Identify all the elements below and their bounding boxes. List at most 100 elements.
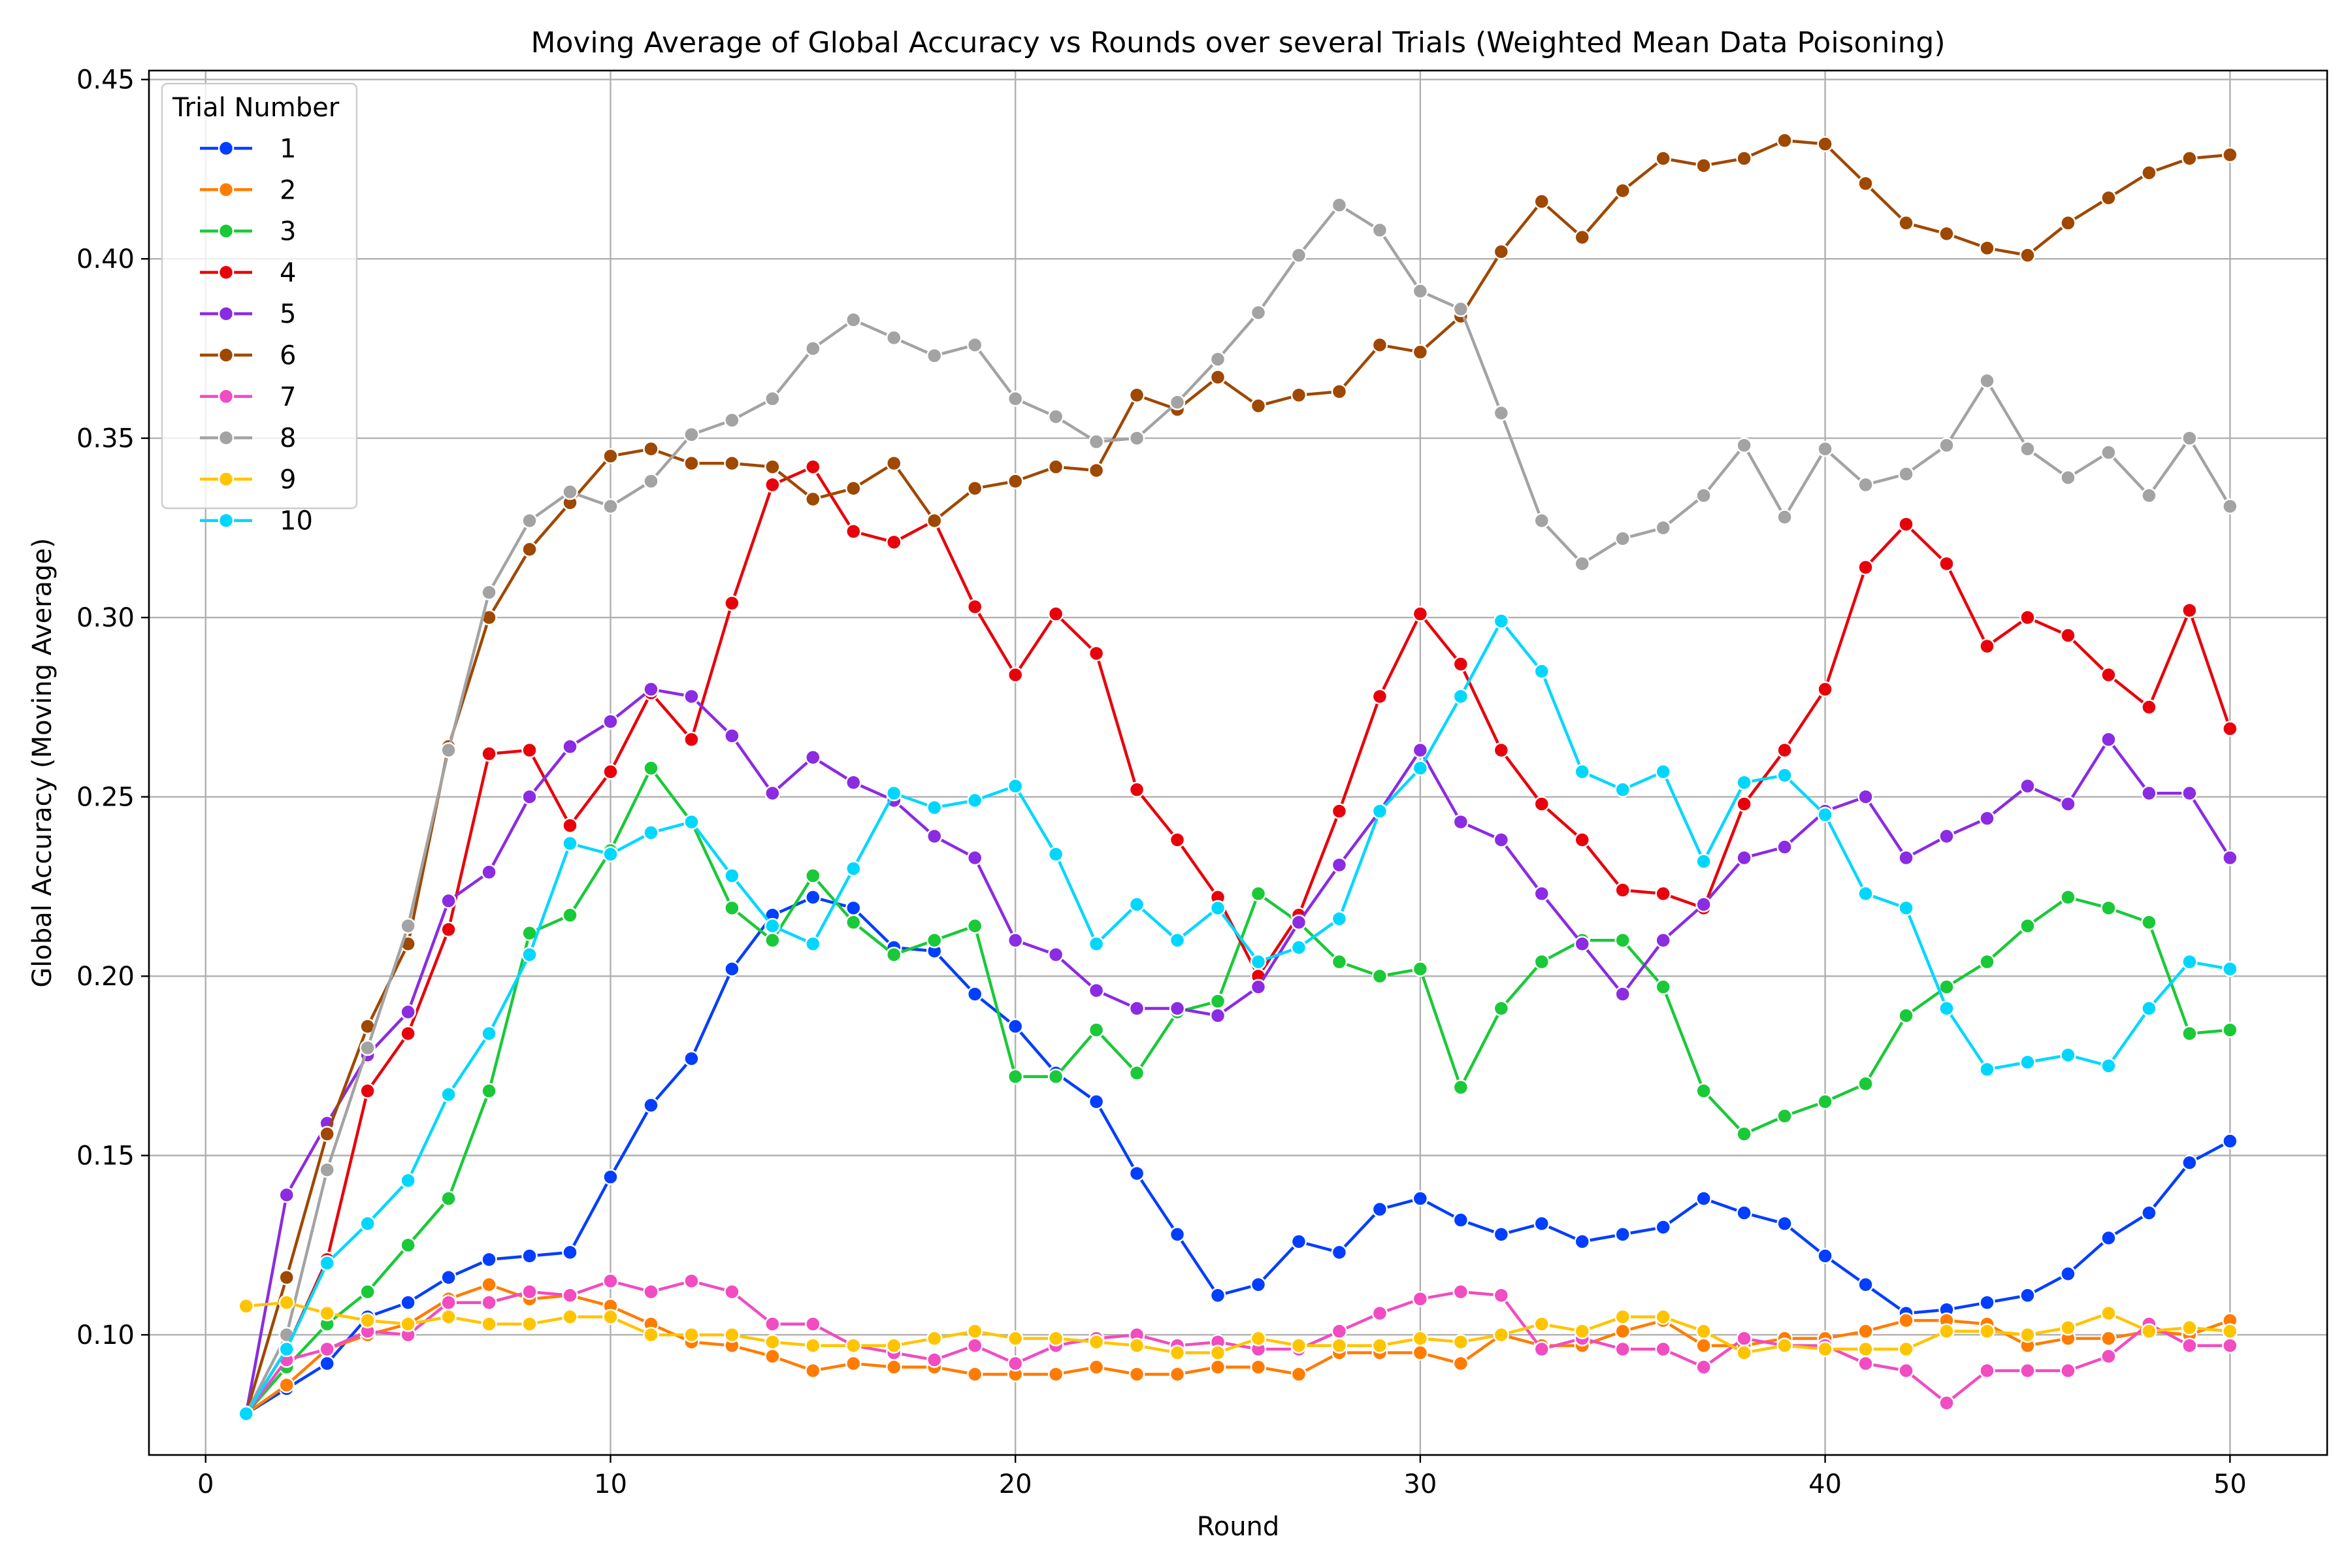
data-point <box>805 459 821 475</box>
legend-item-8: 8 <box>200 423 296 453</box>
data-point <box>1979 1294 1995 1311</box>
data-point <box>643 1326 659 1343</box>
data-point <box>2181 953 2198 970</box>
data-point <box>643 1283 659 1300</box>
data-point <box>1736 1330 1752 1347</box>
data-point <box>2060 889 2076 906</box>
data-point <box>2100 731 2117 748</box>
data-point <box>1250 953 1267 970</box>
data-point <box>683 455 700 472</box>
data-point <box>1290 1233 1307 1250</box>
legend-marker <box>218 223 235 239</box>
legend-item-2: 2 <box>200 175 296 205</box>
data-point <box>886 1337 902 1354</box>
data-point <box>683 731 700 748</box>
data-point <box>2060 627 2076 644</box>
data-point <box>845 914 862 931</box>
data-point <box>1736 1126 1752 1142</box>
data-point <box>1695 1190 1712 1207</box>
data-point <box>1331 857 1348 874</box>
data-point <box>602 713 619 730</box>
legend-label: 8 <box>280 423 296 453</box>
data-point <box>926 828 943 845</box>
data-point <box>1776 767 1793 783</box>
data-point <box>1371 803 1388 819</box>
y-axis-label: Global Accuracy (Moving Average) <box>27 538 57 987</box>
legend-marker <box>218 512 235 529</box>
data-point <box>1695 1323 1712 1339</box>
data-point <box>1047 846 1064 862</box>
data-point <box>1250 398 1267 414</box>
data-point <box>481 1276 497 1293</box>
data-point <box>1452 1079 1469 1096</box>
data-point <box>400 1004 416 1021</box>
data-point <box>1452 301 1469 318</box>
data-point <box>805 1337 821 1354</box>
data-point <box>319 1162 335 1178</box>
data-point <box>521 1283 538 1300</box>
data-point <box>1614 1323 1631 1339</box>
data-point <box>2100 1330 2117 1347</box>
data-point <box>319 1355 335 1372</box>
series-3 <box>238 760 2238 1422</box>
data-point <box>1371 1201 1388 1218</box>
plot-area-frame <box>148 69 2328 1456</box>
data-point <box>886 785 902 802</box>
legend-item-9: 9 <box>200 465 296 495</box>
data-point <box>1655 519 1671 536</box>
data-point <box>1817 681 1833 698</box>
data-point <box>1533 1316 1550 1332</box>
legend-marker <box>218 471 235 487</box>
data-point <box>805 1362 821 1379</box>
data-point <box>1290 939 1307 956</box>
data-point <box>1088 1022 1105 1038</box>
data-point <box>481 1251 497 1268</box>
x-tick-label: 0 <box>197 1469 214 1499</box>
data-point <box>683 1326 700 1343</box>
data-point <box>602 448 619 465</box>
data-point <box>1938 1323 1955 1339</box>
y-tick-label: 0.40 <box>76 244 135 274</box>
data-point <box>1452 688 1469 705</box>
data-point <box>1128 1065 1145 1081</box>
data-point <box>2060 215 2076 231</box>
data-point <box>1776 509 1793 525</box>
data-point <box>1938 555 1955 572</box>
data-point <box>1695 1083 1712 1100</box>
data-point <box>1007 932 1024 949</box>
data-point <box>1574 763 1590 780</box>
data-point <box>764 785 781 802</box>
legend-label: 2 <box>280 175 296 205</box>
data-point <box>886 534 902 551</box>
x-axis-label: Round <box>1197 1512 1280 1542</box>
data-point <box>805 1316 821 1332</box>
data-point <box>2141 1323 2157 1339</box>
data-point <box>805 868 821 884</box>
data-point <box>481 1316 497 1332</box>
data-point <box>1088 936 1105 952</box>
data-point <box>1047 1068 1064 1085</box>
data-point <box>1088 645 1105 662</box>
data-point <box>2181 785 2198 802</box>
data-point <box>764 476 781 493</box>
x-tick-label: 20 <box>999 1469 1032 1499</box>
legend-label: 9 <box>280 465 296 495</box>
data-point <box>1007 1355 1024 1372</box>
legend-label: 3 <box>280 217 296 247</box>
data-point <box>359 1312 376 1329</box>
data-point <box>1371 968 1388 985</box>
data-point <box>1614 986 1631 1002</box>
data-point <box>2222 146 2238 163</box>
data-point <box>1695 853 1712 870</box>
data-point <box>1857 1355 1874 1372</box>
data-point <box>1412 1330 1429 1347</box>
data-point <box>724 900 740 917</box>
data-point <box>764 1316 781 1332</box>
data-point <box>400 1172 416 1189</box>
data-point <box>1817 1341 1833 1358</box>
data-point <box>1412 283 1429 299</box>
data-point <box>319 1255 335 1271</box>
data-point <box>1857 1276 1874 1293</box>
data-point <box>764 459 781 475</box>
data-point <box>562 483 578 500</box>
